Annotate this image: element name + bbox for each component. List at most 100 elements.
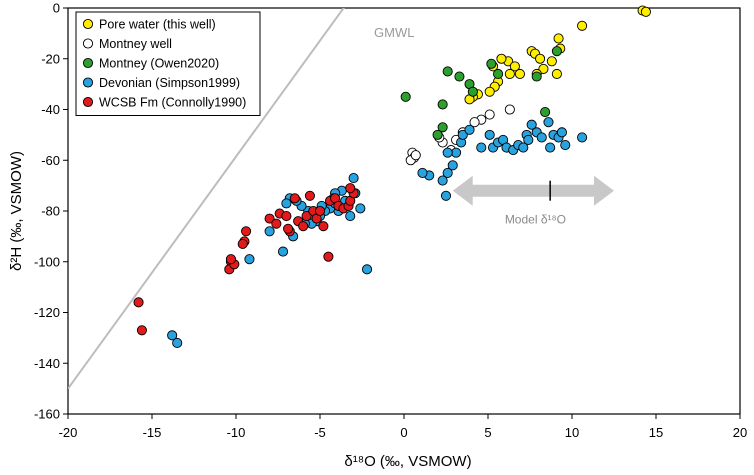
data-point-series-2 [493, 68, 504, 80]
data-point-series-4 [237, 238, 248, 250]
legend-marker [82, 77, 94, 88]
data-point-series-2 [531, 71, 542, 82]
data-point-series-3 [545, 142, 556, 153]
x-tick-label: -15 [143, 425, 162, 440]
data-point-series-3 [484, 129, 495, 140]
data-point-series-4 [301, 211, 312, 222]
model-label: Model δ¹⁸O [505, 213, 566, 227]
data-point-series-0 [546, 56, 557, 67]
y-tick-label: 0 [53, 1, 60, 16]
legend: Pore water (this well) Montney well Montne… [75, 11, 261, 116]
y-tick-label: -20 [41, 51, 60, 66]
data-point-series-0 [496, 53, 507, 64]
data-point-series-1 [504, 104, 515, 115]
data-point-series-2 [442, 66, 453, 77]
y-tick-label: -140 [34, 356, 60, 371]
y-tick-label: -160 [34, 407, 60, 422]
data-point-series-0 [538, 63, 549, 74]
data-point-series-2 [454, 71, 465, 82]
x-tick-label: -5 [314, 425, 326, 440]
data-point-series-4 [323, 251, 334, 262]
data-point-series-2 [437, 99, 448, 110]
data-point-series-4 [281, 211, 292, 222]
x-tick-label: -20 [59, 425, 78, 440]
data-point-series-3 [447, 160, 458, 171]
data-point-series-3 [361, 264, 373, 275]
x-tick-label: 10 [565, 425, 579, 440]
model-double-arrow [452, 175, 614, 206]
legend-marker [82, 96, 94, 108]
data-point-series-3 [417, 167, 428, 178]
data-points [133, 5, 651, 349]
legend-marker [82, 57, 94, 69]
y-tick-label: -60 [41, 153, 60, 168]
x-tick-label: -10 [227, 425, 246, 440]
data-point-series-2 [486, 58, 497, 69]
data-point-series-0 [577, 20, 588, 31]
data-point-series-4 [241, 226, 252, 237]
gmwl-label: GMWL [374, 25, 414, 40]
data-point-series-0 [504, 68, 515, 80]
data-point-series-3 [437, 175, 448, 186]
data-point-series-3 [518, 142, 529, 153]
y-axis-title: δ²H (‰, VSMOW) [8, 151, 25, 271]
data-point-series-0 [484, 86, 495, 97]
data-point-series-3 [464, 124, 475, 135]
legend-label: Devonian (Simpson1999) [99, 76, 240, 90]
data-point-series-0 [553, 33, 564, 44]
data-point-series-3 [442, 147, 453, 158]
data-point-series-3 [476, 142, 487, 153]
data-point-series-0 [535, 53, 546, 64]
data-point-series-3 [451, 147, 462, 158]
data-point-series-4 [271, 218, 282, 229]
data-point-series-3 [172, 337, 183, 349]
axis-ticks: -20 -15 -10 -5 0 5 10 15 20 0 -20 -40 -60 -80 -100 -120… [34, 1, 747, 441]
legend-marker [82, 38, 94, 49]
data-point-series-3 [167, 330, 178, 341]
legend-marker [82, 18, 94, 30]
data-point-series-0 [551, 68, 562, 80]
legend-label: WCSB Fm (Connolly1990) [99, 95, 246, 109]
data-point-series-4 [289, 193, 300, 204]
data-point-series-3 [543, 117, 554, 128]
legend-box [75, 11, 261, 116]
data-point-series-0 [640, 6, 651, 17]
data-point-series-3 [440, 190, 452, 201]
data-point-series-4 [136, 325, 147, 336]
data-point-series-0 [514, 68, 525, 80]
x-tick-label: 20 [733, 425, 747, 440]
y-tick-label: -120 [34, 305, 60, 320]
data-point-series-3 [536, 132, 547, 143]
data-point-series-3 [560, 139, 571, 151]
x-axis-title: δ¹⁸O (‰, VSMOW) [344, 453, 471, 470]
data-point-series-4 [314, 205, 326, 217]
data-point-series-3 [556, 127, 567, 138]
data-point-series-3 [523, 134, 534, 145]
data-point-series-4 [298, 221, 309, 232]
data-point-series-1 [484, 109, 495, 120]
model-annotation: Model δ¹⁸O [452, 175, 614, 227]
data-point-series-4 [345, 183, 356, 194]
data-point-series-2 [400, 91, 411, 102]
data-point-series-4 [318, 221, 329, 232]
gmwl-layer: GMWL [68, 8, 414, 390]
data-point-series-2 [551, 46, 562, 57]
data-point-series-4 [283, 223, 294, 234]
data-point-series-3 [457, 129, 468, 140]
x-tick-label: 15 [649, 425, 663, 440]
data-point-series-4 [264, 213, 275, 224]
legend-label: Montney well [99, 37, 172, 51]
data-point-series-2 [437, 122, 448, 133]
data-point-series-3 [348, 172, 359, 184]
data-point-series-2 [467, 86, 478, 97]
y-tick-label: -80 [41, 204, 60, 219]
data-point-series-3 [345, 211, 356, 222]
data-point-series-4 [304, 190, 315, 201]
x-tick-label: 5 [484, 425, 491, 440]
data-point-series-4 [133, 297, 144, 308]
legend-label: Pore water (this well) [99, 17, 216, 31]
data-point-series-3 [244, 254, 255, 265]
data-point-series-3 [526, 119, 537, 130]
